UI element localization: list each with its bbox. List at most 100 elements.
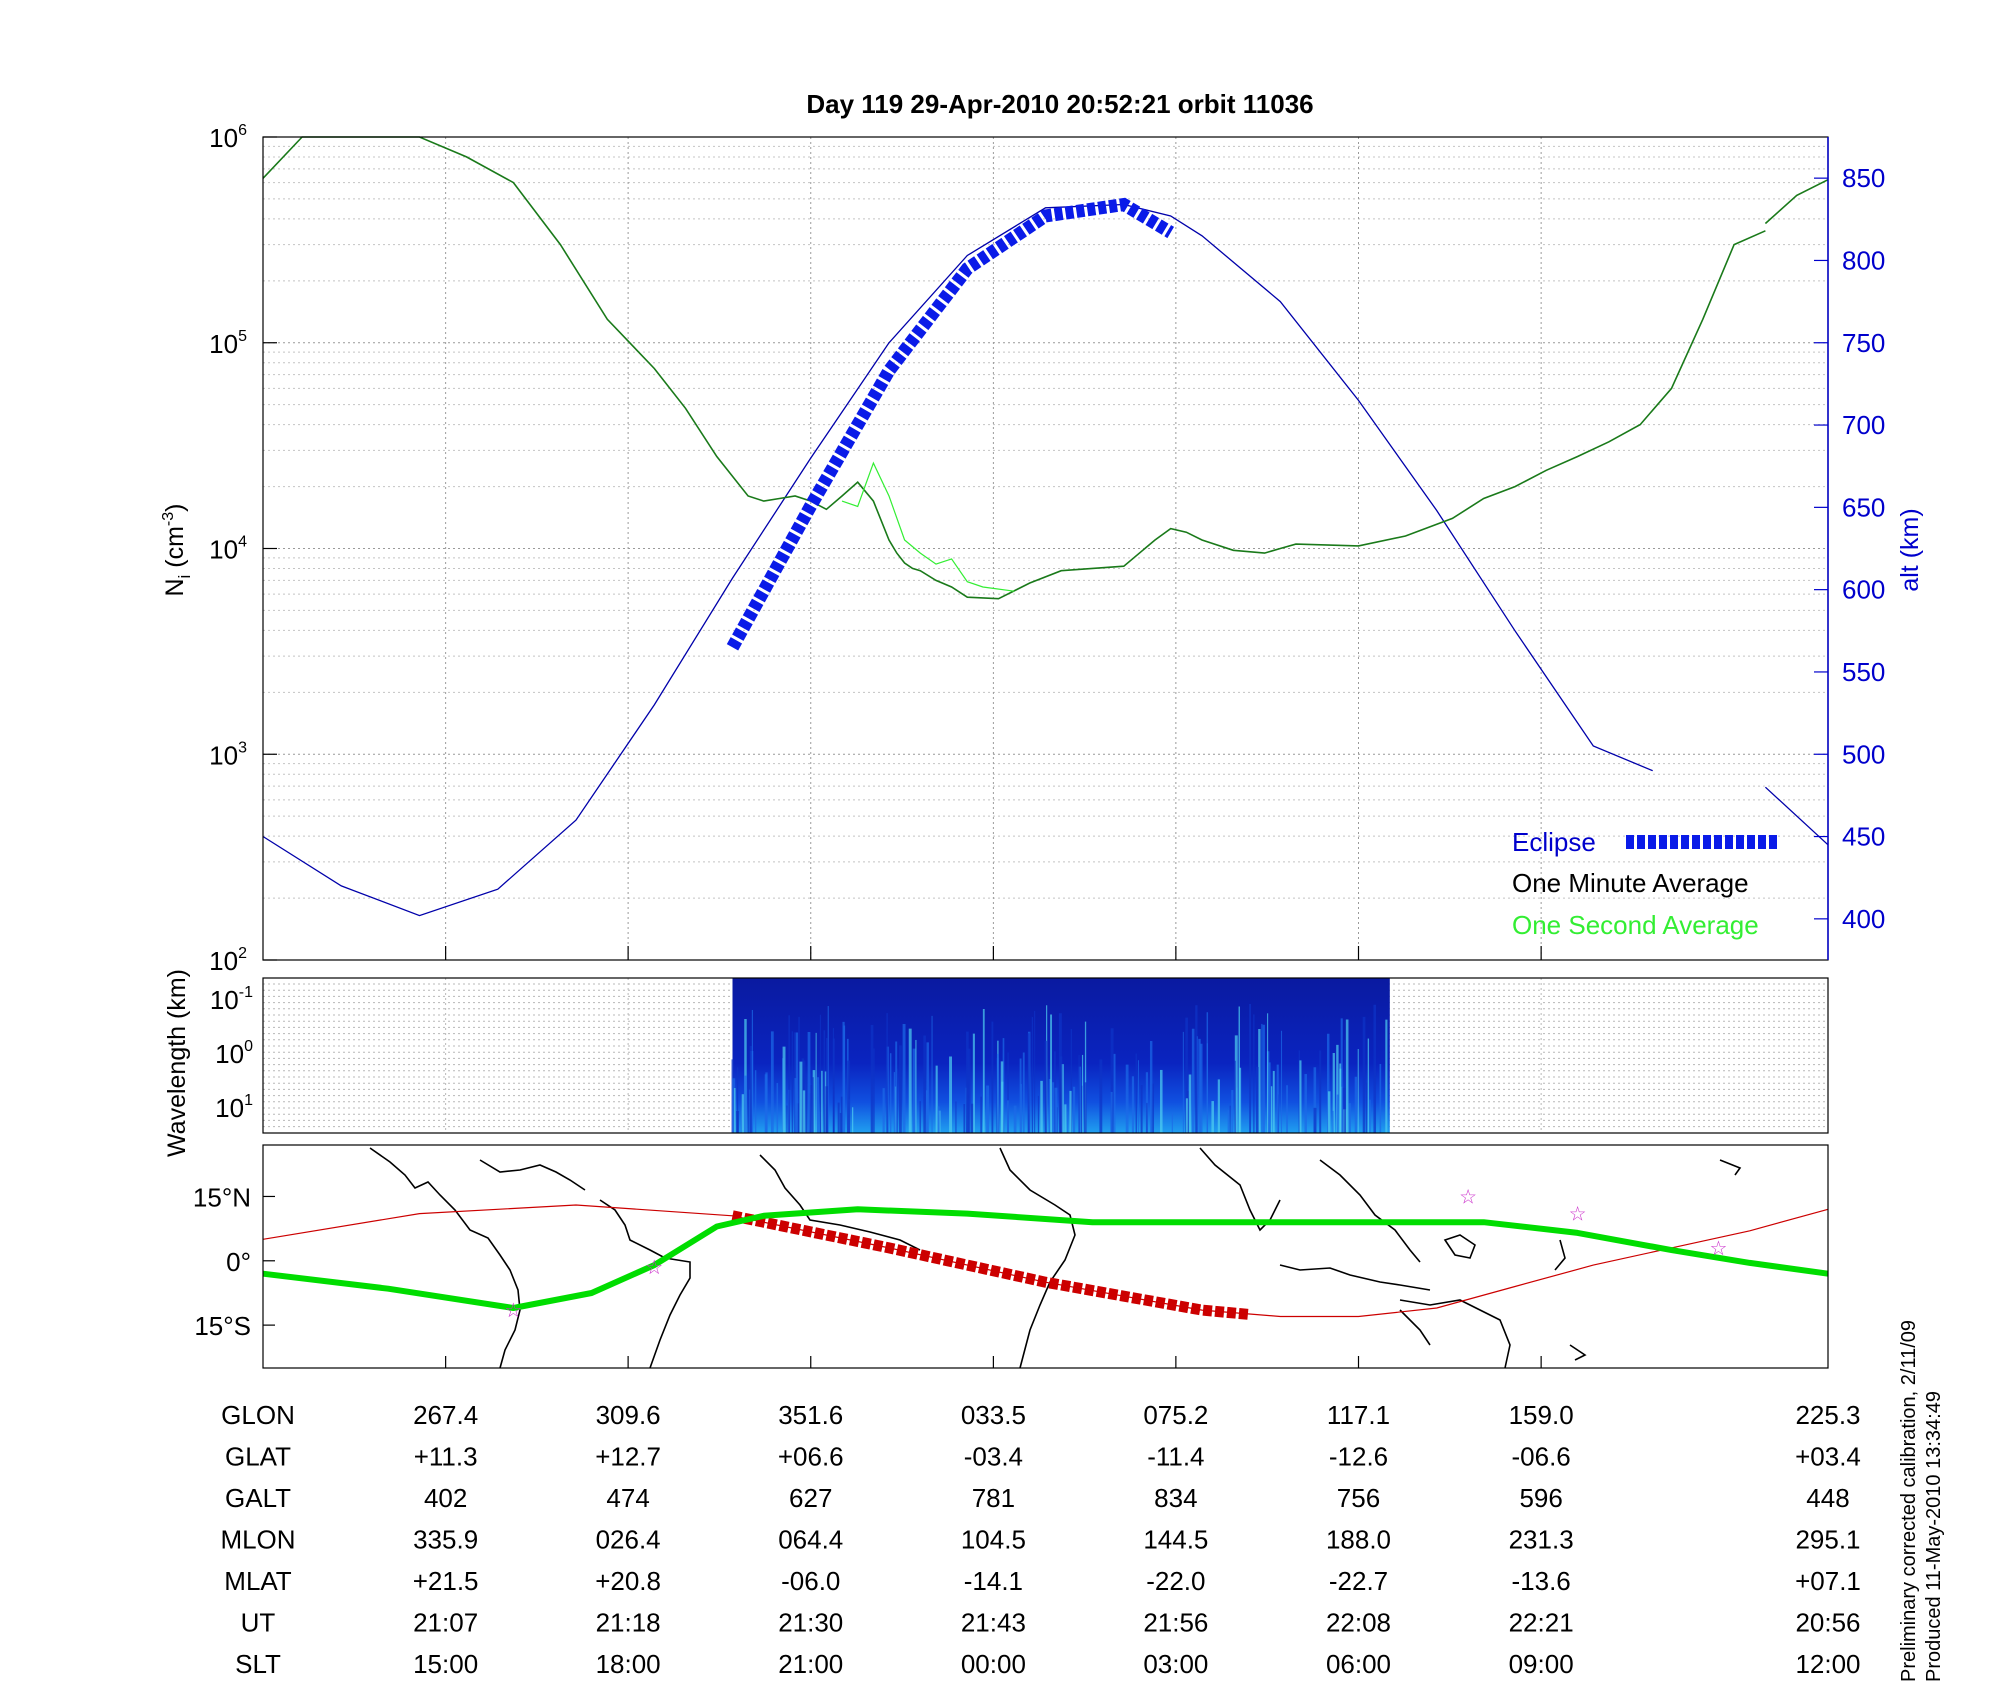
star-marker: ☆ bbox=[645, 1257, 663, 1279]
eclipse-series bbox=[726, 197, 1175, 651]
table-cell: 064.4 bbox=[778, 1525, 843, 1555]
table-row-label: MLON bbox=[220, 1525, 295, 1555]
legend-second-label: One Second Average bbox=[1512, 910, 1759, 940]
right-tick-label: 650 bbox=[1842, 492, 1885, 522]
density-panel: 102 103 104 105 106 400 450 500 550 600 650 700 750… bbox=[160, 122, 1924, 976]
eclipse-line bbox=[726, 197, 1175, 651]
spectrogram-tick-label: 10-1 bbox=[210, 984, 253, 1015]
spectrogram-axis-label: Wavelength (km) bbox=[163, 969, 191, 1157]
legend-minute-label: One Minute Average bbox=[1512, 868, 1749, 898]
table-cell: 402 bbox=[424, 1483, 467, 1513]
table-cell: -12.6 bbox=[1329, 1442, 1388, 1472]
star-marker: ☆ bbox=[1569, 1204, 1587, 1226]
map-panel: ☆ ☆ ☆ ☆ ☆ 15°N 0° 15°S bbox=[193, 1144, 1829, 1369]
density-grid bbox=[263, 137, 1828, 961]
table-cell: -06.6 bbox=[1512, 1442, 1571, 1472]
left-axis-label: Ni (cm-3) bbox=[160, 503, 194, 596]
right-tick-label: 450 bbox=[1842, 822, 1885, 852]
table-cell: -11.4 bbox=[1147, 1442, 1204, 1472]
table-cell: +11.3 bbox=[414, 1442, 478, 1472]
spectrogram-streaks bbox=[731, 1003, 1388, 1133]
table-cell: -14.1 bbox=[964, 1566, 1023, 1596]
table-cell: 09:00 bbox=[1509, 1649, 1574, 1679]
table-cell: 309.6 bbox=[596, 1400, 661, 1430]
density-series bbox=[262, 136, 1829, 600]
table-cell: 596 bbox=[1519, 1483, 1562, 1513]
table-cell: 756 bbox=[1337, 1483, 1380, 1513]
right-tick-label: 600 bbox=[1842, 575, 1885, 605]
spectrogram-panel: 10-1 100 101 Wavelength (km) bbox=[163, 969, 1829, 1157]
spectrogram-grid bbox=[263, 978, 1828, 1133]
left-tick-label: 104 bbox=[209, 534, 247, 565]
ephemeris-table: GLON GLAT GALT MLON MLAT UT SLT 267.4 +11.3 402 33… bbox=[220, 1400, 1860, 1679]
table-cell: -13.6 bbox=[1512, 1566, 1571, 1596]
table-cell: 159.0 bbox=[1509, 1400, 1574, 1430]
table-row-label: SLT bbox=[235, 1649, 281, 1679]
table-cell: 026.4 bbox=[596, 1525, 661, 1555]
table-cell: 21:00 bbox=[778, 1649, 843, 1679]
table-cell: +03.4 bbox=[1795, 1442, 1861, 1472]
right-tick-label: 750 bbox=[1842, 328, 1885, 358]
table-cell: 295.1 bbox=[1795, 1525, 1860, 1555]
calibration-note: Preliminary corrected calibration, 2/11/… bbox=[1898, 1320, 1920, 1682]
star-marker: ☆ bbox=[1459, 1186, 1477, 1208]
table-cell: 12:00 bbox=[1795, 1649, 1860, 1679]
star-marker: ☆ bbox=[504, 1300, 522, 1322]
table-cell: 231.3 bbox=[1509, 1525, 1574, 1555]
table-row-label: MLAT bbox=[224, 1566, 292, 1596]
table-cell: 474 bbox=[606, 1483, 649, 1513]
left-tick-label: 106 bbox=[209, 122, 247, 153]
produced-note: Produced 11-May-2010 13:34:49 bbox=[1923, 1391, 1945, 1682]
table-cell: -06.0 bbox=[781, 1566, 840, 1596]
table-cell: +20.8 bbox=[595, 1566, 661, 1596]
table-row-label: GLAT bbox=[225, 1442, 291, 1472]
table-cell: 335.9 bbox=[413, 1525, 478, 1555]
table-cell: 21:43 bbox=[961, 1608, 1026, 1638]
table-cell: 104.5 bbox=[961, 1525, 1026, 1555]
table-cell: 21:30 bbox=[778, 1608, 843, 1638]
legend-eclipse-label: Eclipse bbox=[1512, 827, 1596, 857]
lat-tick-label: 15°N bbox=[193, 1182, 251, 1212]
right-tick-label: 500 bbox=[1842, 739, 1885, 769]
table-cell: 351.6 bbox=[778, 1400, 843, 1430]
table-cell: 781 bbox=[972, 1483, 1015, 1513]
table-cell: 22:08 bbox=[1326, 1608, 1391, 1638]
table-cell: 225.3 bbox=[1795, 1400, 1860, 1430]
star-marker: ☆ bbox=[1709, 1238, 1727, 1260]
table-cell: 03:00 bbox=[1143, 1649, 1208, 1679]
orbit-track-eclipse bbox=[731, 1210, 1250, 1320]
orbit-track-line bbox=[262, 1204, 1829, 1318]
table-row-label: UT bbox=[241, 1608, 276, 1638]
table-row-label: GLON bbox=[221, 1400, 295, 1430]
table-cell: 15:00 bbox=[413, 1649, 478, 1679]
table-cell: 075.2 bbox=[1143, 1400, 1208, 1430]
right-tick-label: 850 bbox=[1842, 163, 1885, 193]
table-cell: -03.4 bbox=[964, 1442, 1023, 1472]
left-axis-ticks: 102 103 104 105 106 bbox=[209, 122, 277, 976]
table-cell: 21:07 bbox=[413, 1608, 478, 1638]
spectrogram-tick-label: 100 bbox=[215, 1038, 253, 1069]
table-cell: -22.7 bbox=[1329, 1566, 1388, 1596]
table-cell: +12.7 bbox=[595, 1442, 661, 1472]
altitude-line-3 bbox=[262, 203, 1653, 917]
spectrogram-tick-label: 101 bbox=[215, 1092, 253, 1123]
altitude-series bbox=[262, 203, 1829, 917]
density-second-line bbox=[841, 461, 1015, 592]
table-cell: 21:56 bbox=[1143, 1608, 1208, 1638]
table-cell: 22:21 bbox=[1509, 1608, 1574, 1638]
spectrogram-frame bbox=[262, 977, 1829, 1134]
table-cell: 18:00 bbox=[596, 1649, 661, 1679]
chart-title: Day 119 29-Apr-2010 20:52:21 orbit 11036 bbox=[806, 89, 1313, 119]
table-cell: 21:18 bbox=[596, 1608, 661, 1638]
density-minute-line-0 bbox=[262, 136, 1766, 600]
coastlines bbox=[369, 1147, 1742, 1369]
right-axis-label: alt (km) bbox=[1896, 508, 1924, 591]
table-row-label: GALT bbox=[225, 1483, 291, 1513]
table-cell: 448 bbox=[1806, 1483, 1849, 1513]
table-cell: 06:00 bbox=[1326, 1649, 1391, 1679]
lat-tick-label: 15°S bbox=[194, 1311, 251, 1341]
right-axis-ticks: 400 450 500 550 600 650 700 750 800 850 bbox=[1814, 163, 1885, 934]
table-cell: 033.5 bbox=[961, 1400, 1026, 1430]
table-cell: 144.5 bbox=[1143, 1525, 1208, 1555]
